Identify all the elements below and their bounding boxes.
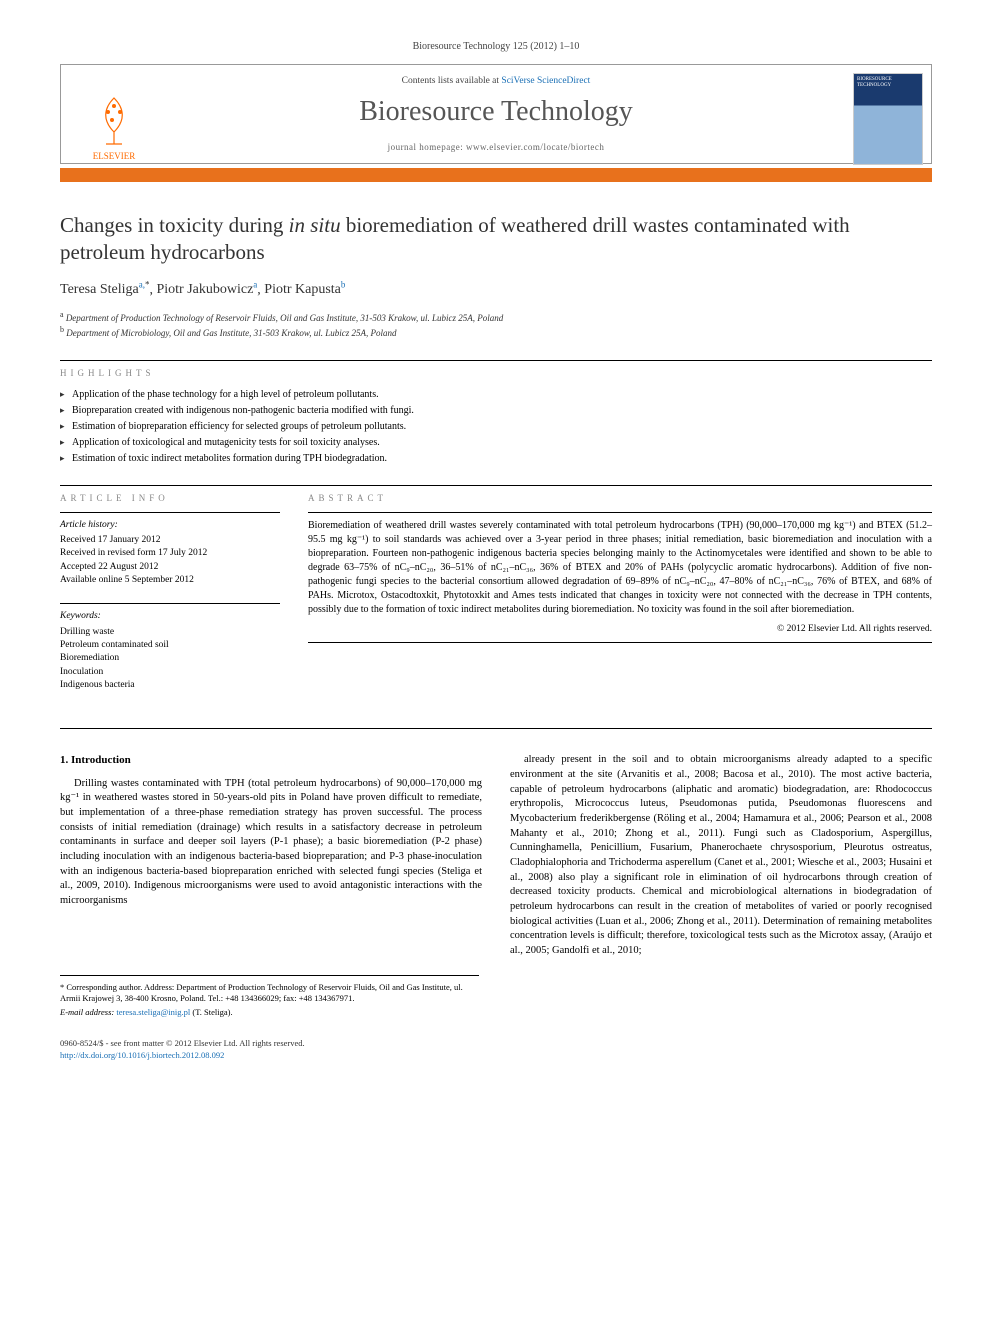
history-item: Accepted 22 August 2012	[60, 561, 280, 574]
title-italic: in situ	[289, 213, 341, 237]
abstract-column: ABSTRACT Bioremediation of weathered dri…	[308, 492, 932, 708]
front-matter-line: 0960-8524/$ - see front matter © 2012 El…	[60, 1038, 932, 1049]
doi-link[interactable]: http://dx.doi.org/10.1016/j.biortech.201…	[60, 1050, 224, 1060]
divider	[308, 512, 932, 513]
aff-mark: b	[60, 325, 64, 334]
authors-line: Teresa Steligaa,*, Piotr Jakubowicza, Pi…	[60, 279, 932, 301]
keyword-item: Petroleum contaminated soil	[60, 639, 280, 652]
history-item: Received 17 January 2012	[60, 534, 280, 547]
highlights-list: Application of the phase technology for …	[60, 387, 932, 467]
article-info-column: ARTICLE INFO Article history: Received 1…	[60, 492, 280, 708]
sciencedirect-link[interactable]: SciVerse ScienceDirect	[501, 76, 590, 86]
body-column-left: 1. Introduction Drilling wastes contamin…	[60, 753, 482, 959]
author-corr-mark: *	[145, 280, 150, 290]
journal-homepage: journal homepage: www.elsevier.com/locat…	[181, 141, 811, 153]
page-reference: Bioresource Technology 125 (2012) 1–10	[60, 40, 932, 54]
highlight-item: Biopreparation created with indigenous n…	[60, 403, 932, 419]
section-heading-intro: 1. Introduction	[60, 753, 482, 768]
info-abstract-row: ARTICLE INFO Article history: Received 1…	[60, 492, 932, 708]
author-2: Piotr Jakubowicza	[156, 282, 257, 297]
keyword-item: Bioremediation	[60, 652, 280, 665]
title-pre: Changes in toxicity during	[60, 213, 289, 237]
email-link[interactable]: teresa.steliga@inig.pl	[116, 1007, 190, 1017]
orange-divider-bar	[60, 168, 932, 182]
aff-text: Department of Production Technology of R…	[66, 313, 503, 323]
author-aff-mark: a	[253, 280, 257, 290]
affiliation-b: b Department of Microbiology, Oil and Ga…	[60, 325, 932, 339]
highlights-section: HIGHLIGHTS Application of the phase tech…	[60, 367, 932, 467]
highlight-item: Application of toxicological and mutagen…	[60, 435, 932, 451]
email-label: E-mail address:	[60, 1007, 114, 1017]
keywords-block: Keywords: Drilling waste Petroleum conta…	[60, 610, 280, 692]
affiliation-a: a Department of Production Technology of…	[60, 310, 932, 324]
affiliations: a Department of Production Technology of…	[60, 310, 932, 339]
history-item: Received in revised form 17 July 2012	[60, 547, 280, 560]
elsevier-label: ELSEVIER	[93, 150, 136, 162]
journal-cover-thumb: BIORESOURCE TECHNOLOGY	[853, 73, 923, 165]
author-name: Piotr Kapusta	[264, 282, 341, 297]
author-aff-mark: b	[341, 280, 346, 290]
contents-available-line: Contents lists available at SciVerse Sci…	[181, 75, 811, 88]
highlight-item: Application of the phase technology for …	[60, 387, 932, 403]
keyword-item: Drilling waste	[60, 626, 280, 639]
cover-title-text: BIORESOURCE TECHNOLOGY	[857, 77, 892, 89]
aff-text: Department of Microbiology, Oil and Gas …	[66, 328, 396, 338]
corresponding-footnote: * Corresponding author. Address: Departm…	[60, 975, 479, 1018]
intro-paragraph: Drilling wastes contaminated with TPH (t…	[60, 777, 482, 909]
body-column-right: already present in the soil and to obtai…	[510, 753, 932, 959]
abstract-label: ABSTRACT	[308, 492, 932, 504]
author-name: Piotr Jakubowicz	[156, 282, 253, 297]
elsevier-tree-icon	[84, 90, 144, 150]
keyword-item: Inoculation	[60, 666, 280, 679]
body-two-columns: 1. Introduction Drilling wastes contamin…	[60, 753, 932, 959]
elsevier-logo: ELSEVIER	[69, 73, 159, 163]
email-suffix: (T. Steliga).	[190, 1007, 232, 1017]
highlight-item: Estimation of toxic indirect metabolites…	[60, 451, 932, 467]
author-name: Teresa Steliga	[60, 282, 139, 297]
bottom-meta: 0960-8524/$ - see front matter © 2012 El…	[60, 1038, 932, 1061]
divider	[60, 728, 932, 729]
intro-paragraph-cont: already present in the soil and to obtai…	[510, 753, 932, 959]
copyright-line: © 2012 Elsevier Ltd. All rights reserved…	[308, 623, 932, 636]
history-label: Article history:	[60, 519, 280, 532]
divider	[60, 360, 932, 361]
divider	[60, 603, 280, 604]
divider	[308, 642, 932, 643]
highlights-label: HIGHLIGHTS	[60, 367, 932, 379]
history-item: Available online 5 September 2012	[60, 574, 280, 587]
article-title: Changes in toxicity during in situ biore…	[60, 212, 932, 265]
keywords-label: Keywords:	[60, 610, 280, 623]
contents-prefix: Contents lists available at	[402, 76, 502, 86]
divider	[60, 512, 280, 513]
aff-mark: a	[60, 310, 64, 319]
article-history: Article history: Received 17 January 201…	[60, 519, 280, 587]
corresp-text: * Corresponding author. Address: Departm…	[60, 982, 479, 1005]
article-info-label: ARTICLE INFO	[60, 492, 280, 504]
divider	[60, 485, 932, 486]
journal-name: Bioresource Technology	[181, 93, 811, 131]
author-3: Piotr Kapustab	[264, 282, 345, 297]
keyword-item: Indigenous bacteria	[60, 679, 280, 692]
highlight-item: Estimation of biopreparation efficiency …	[60, 419, 932, 435]
email-line: E-mail address: teresa.steliga@inig.pl (…	[60, 1007, 479, 1018]
journal-header: ELSEVIER BIORESOURCE TECHNOLOGY Contents…	[60, 64, 932, 165]
author-1: Teresa Steligaa,*	[60, 282, 149, 297]
abstract-text: Bioremediation of weathered drill wastes…	[308, 519, 932, 617]
